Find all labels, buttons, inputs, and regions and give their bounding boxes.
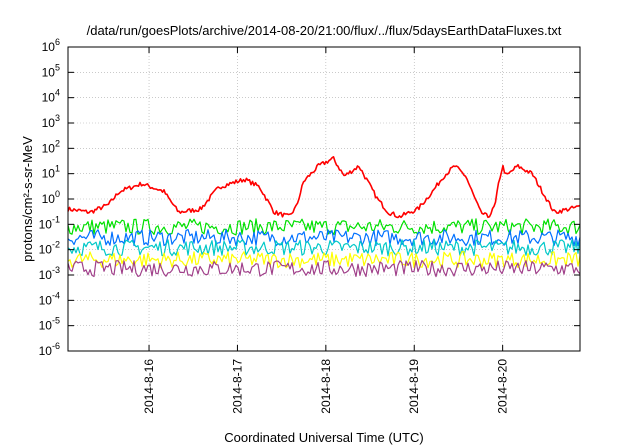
y-tick-label: 102	[42, 138, 60, 155]
y-tick-label: 100	[42, 189, 60, 206]
y-tick-label: 10-5	[39, 316, 60, 333]
series-line-1	[67, 156, 580, 219]
y-tick-label: 10-4	[39, 290, 60, 307]
chart-title: /data/run/goesPlots/archive/2014-08-20/2…	[87, 23, 562, 38]
axes: 10-6 10-5 10-4 10-3 10-2 10-1 100 101 102 103 104 1…	[39, 37, 580, 414]
series-line-6	[67, 260, 581, 278]
y-tick-label: 101	[42, 164, 60, 181]
x-tick-label: 2014-8-16	[142, 359, 156, 414]
x-tick-label: 2014-8-17	[230, 359, 244, 414]
y-tick-label: 10-3	[39, 265, 60, 282]
x-axis-title: Coordinated Universal Time (UTC)	[224, 430, 423, 445]
series-layer	[67, 156, 581, 278]
y-tick-label: 106	[42, 37, 60, 54]
y-tick-label: 104	[42, 88, 60, 105]
y-tick-label: 10-6	[39, 341, 60, 358]
y-axis-title: protons/cm²-s-sr-MeV	[20, 136, 35, 262]
series-line-5	[67, 251, 581, 269]
y-tick-label: 10-1	[39, 214, 60, 231]
y-tick-label: 103	[42, 113, 60, 130]
y-tick-label: 105	[42, 62, 60, 79]
x-tick-label: 2014-8-19	[407, 359, 421, 414]
series-line-2	[67, 218, 581, 236]
y-tick-label: 10-2	[39, 240, 60, 257]
x-tick-label: 2014-8-18	[319, 359, 333, 414]
x-tick-label: 2014-8-20	[496, 359, 510, 414]
